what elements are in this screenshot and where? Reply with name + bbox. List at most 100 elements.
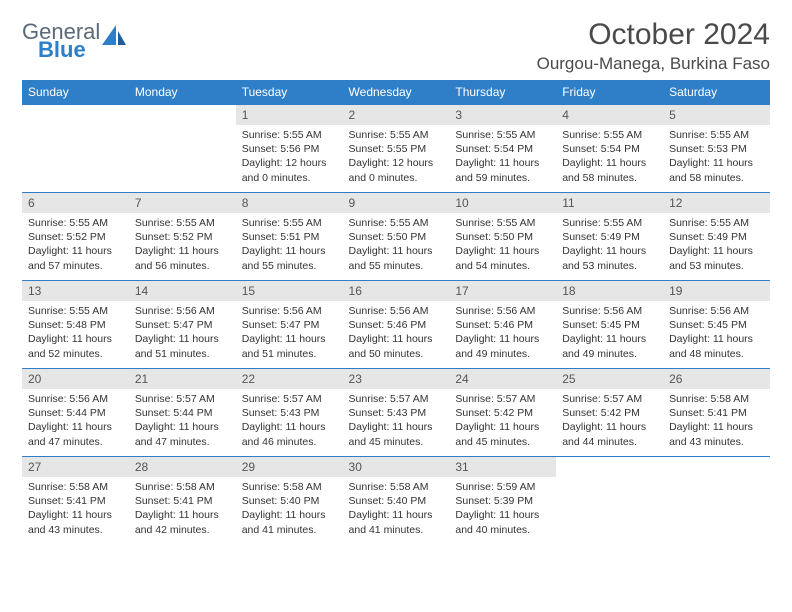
- day-content: Sunrise: 5:59 AMSunset: 5:39 PMDaylight:…: [449, 477, 556, 543]
- day-number: 26: [663, 369, 770, 389]
- day-number: 3: [449, 105, 556, 125]
- day-content: Sunrise: 5:55 AMSunset: 5:56 PMDaylight:…: [236, 125, 343, 191]
- day-cell: [556, 457, 663, 545]
- day-content: Sunrise: 5:56 AMSunset: 5:45 PMDaylight:…: [556, 301, 663, 367]
- title-block: October 2024 Ourgou-Manega, Burkina Faso: [537, 18, 770, 74]
- day-cell: 3Sunrise: 5:55 AMSunset: 5:54 PMDaylight…: [449, 105, 556, 193]
- day-number: 7: [129, 193, 236, 213]
- day-cell: 22Sunrise: 5:57 AMSunset: 5:43 PMDayligh…: [236, 369, 343, 457]
- day-cell: 13Sunrise: 5:55 AMSunset: 5:48 PMDayligh…: [22, 281, 129, 369]
- day-number: 6: [22, 193, 129, 213]
- day-cell: 4Sunrise: 5:55 AMSunset: 5:54 PMDaylight…: [556, 105, 663, 193]
- page-header: General Blue October 2024 Ourgou-Manega,…: [22, 18, 770, 74]
- day-header: Thursday: [449, 80, 556, 105]
- calendar-table: SundayMondayTuesdayWednesdayThursdayFrid…: [22, 80, 770, 545]
- calendar-body: 1Sunrise: 5:55 AMSunset: 5:56 PMDaylight…: [22, 105, 770, 545]
- day-cell: 21Sunrise: 5:57 AMSunset: 5:44 PMDayligh…: [129, 369, 236, 457]
- day-cell: 18Sunrise: 5:56 AMSunset: 5:45 PMDayligh…: [556, 281, 663, 369]
- day-cell: 1Sunrise: 5:55 AMSunset: 5:56 PMDaylight…: [236, 105, 343, 193]
- day-number: 17: [449, 281, 556, 301]
- week-row: 13Sunrise: 5:55 AMSunset: 5:48 PMDayligh…: [22, 281, 770, 369]
- day-number: 27: [22, 457, 129, 477]
- day-cell: 23Sunrise: 5:57 AMSunset: 5:43 PMDayligh…: [343, 369, 450, 457]
- day-number: 20: [22, 369, 129, 389]
- day-content: Sunrise: 5:58 AMSunset: 5:40 PMDaylight:…: [236, 477, 343, 543]
- day-content: Sunrise: 5:58 AMSunset: 5:41 PMDaylight:…: [22, 477, 129, 543]
- day-header: Friday: [556, 80, 663, 105]
- day-cell: 12Sunrise: 5:55 AMSunset: 5:49 PMDayligh…: [663, 193, 770, 281]
- day-cell: 17Sunrise: 5:56 AMSunset: 5:46 PMDayligh…: [449, 281, 556, 369]
- day-content: Sunrise: 5:57 AMSunset: 5:42 PMDaylight:…: [556, 389, 663, 455]
- day-cell: 27Sunrise: 5:58 AMSunset: 5:41 PMDayligh…: [22, 457, 129, 545]
- day-number: 22: [236, 369, 343, 389]
- day-number: 4: [556, 105, 663, 125]
- day-number: 14: [129, 281, 236, 301]
- day-number: 11: [556, 193, 663, 213]
- day-number: 31: [449, 457, 556, 477]
- day-cell: 26Sunrise: 5:58 AMSunset: 5:41 PMDayligh…: [663, 369, 770, 457]
- day-number: 28: [129, 457, 236, 477]
- week-row: 27Sunrise: 5:58 AMSunset: 5:41 PMDayligh…: [22, 457, 770, 545]
- day-cell: 5Sunrise: 5:55 AMSunset: 5:53 PMDaylight…: [663, 105, 770, 193]
- day-header: Tuesday: [236, 80, 343, 105]
- day-cell: 30Sunrise: 5:58 AMSunset: 5:40 PMDayligh…: [343, 457, 450, 545]
- sail-icon: [102, 23, 128, 52]
- day-content: Sunrise: 5:55 AMSunset: 5:49 PMDaylight:…: [663, 213, 770, 279]
- day-number: 8: [236, 193, 343, 213]
- logo: General Blue: [22, 18, 128, 60]
- day-header: Wednesday: [343, 80, 450, 105]
- day-content: Sunrise: 5:55 AMSunset: 5:48 PMDaylight:…: [22, 301, 129, 367]
- day-cell: 16Sunrise: 5:56 AMSunset: 5:46 PMDayligh…: [343, 281, 450, 369]
- day-number: 2: [343, 105, 450, 125]
- day-number: 1: [236, 105, 343, 125]
- day-cell: 2Sunrise: 5:55 AMSunset: 5:55 PMDaylight…: [343, 105, 450, 193]
- day-cell: 20Sunrise: 5:56 AMSunset: 5:44 PMDayligh…: [22, 369, 129, 457]
- week-row: 20Sunrise: 5:56 AMSunset: 5:44 PMDayligh…: [22, 369, 770, 457]
- day-number: 12: [663, 193, 770, 213]
- day-number: 25: [556, 369, 663, 389]
- day-cell: [22, 105, 129, 193]
- day-content: Sunrise: 5:58 AMSunset: 5:41 PMDaylight:…: [663, 389, 770, 455]
- day-content: Sunrise: 5:55 AMSunset: 5:54 PMDaylight:…: [449, 125, 556, 191]
- day-cell: 28Sunrise: 5:58 AMSunset: 5:41 PMDayligh…: [129, 457, 236, 545]
- day-header-row: SundayMondayTuesdayWednesdayThursdayFrid…: [22, 80, 770, 105]
- day-content: Sunrise: 5:58 AMSunset: 5:41 PMDaylight:…: [129, 477, 236, 543]
- day-cell: 19Sunrise: 5:56 AMSunset: 5:45 PMDayligh…: [663, 281, 770, 369]
- day-content: Sunrise: 5:56 AMSunset: 5:47 PMDaylight:…: [129, 301, 236, 367]
- day-header: Monday: [129, 80, 236, 105]
- day-content: Sunrise: 5:57 AMSunset: 5:42 PMDaylight:…: [449, 389, 556, 455]
- day-cell: 9Sunrise: 5:55 AMSunset: 5:50 PMDaylight…: [343, 193, 450, 281]
- day-cell: 15Sunrise: 5:56 AMSunset: 5:47 PMDayligh…: [236, 281, 343, 369]
- day-content: Sunrise: 5:55 AMSunset: 5:50 PMDaylight:…: [449, 213, 556, 279]
- day-content: Sunrise: 5:57 AMSunset: 5:44 PMDaylight:…: [129, 389, 236, 455]
- day-cell: 31Sunrise: 5:59 AMSunset: 5:39 PMDayligh…: [449, 457, 556, 545]
- location: Ourgou-Manega, Burkina Faso: [537, 54, 770, 74]
- day-cell: 25Sunrise: 5:57 AMSunset: 5:42 PMDayligh…: [556, 369, 663, 457]
- day-number: 9: [343, 193, 450, 213]
- day-header: Saturday: [663, 80, 770, 105]
- day-content: Sunrise: 5:55 AMSunset: 5:50 PMDaylight:…: [343, 213, 450, 279]
- day-number: 23: [343, 369, 450, 389]
- day-content: Sunrise: 5:56 AMSunset: 5:46 PMDaylight:…: [449, 301, 556, 367]
- week-row: 1Sunrise: 5:55 AMSunset: 5:56 PMDaylight…: [22, 105, 770, 193]
- day-content: Sunrise: 5:58 AMSunset: 5:40 PMDaylight:…: [343, 477, 450, 543]
- day-content: Sunrise: 5:55 AMSunset: 5:51 PMDaylight:…: [236, 213, 343, 279]
- day-cell: 24Sunrise: 5:57 AMSunset: 5:42 PMDayligh…: [449, 369, 556, 457]
- day-cell: 14Sunrise: 5:56 AMSunset: 5:47 PMDayligh…: [129, 281, 236, 369]
- day-content: Sunrise: 5:57 AMSunset: 5:43 PMDaylight:…: [343, 389, 450, 455]
- logo-text: General Blue: [22, 22, 100, 60]
- day-number: 18: [556, 281, 663, 301]
- day-cell: [129, 105, 236, 193]
- day-content: Sunrise: 5:57 AMSunset: 5:43 PMDaylight:…: [236, 389, 343, 455]
- day-number: 10: [449, 193, 556, 213]
- day-cell: 7Sunrise: 5:55 AMSunset: 5:52 PMDaylight…: [129, 193, 236, 281]
- day-content: Sunrise: 5:56 AMSunset: 5:47 PMDaylight:…: [236, 301, 343, 367]
- day-cell: 6Sunrise: 5:55 AMSunset: 5:52 PMDaylight…: [22, 193, 129, 281]
- day-cell: 11Sunrise: 5:55 AMSunset: 5:49 PMDayligh…: [556, 193, 663, 281]
- day-header: Sunday: [22, 80, 129, 105]
- day-content: Sunrise: 5:56 AMSunset: 5:46 PMDaylight:…: [343, 301, 450, 367]
- day-number: 19: [663, 281, 770, 301]
- day-number: 13: [22, 281, 129, 301]
- day-cell: 10Sunrise: 5:55 AMSunset: 5:50 PMDayligh…: [449, 193, 556, 281]
- day-number: 21: [129, 369, 236, 389]
